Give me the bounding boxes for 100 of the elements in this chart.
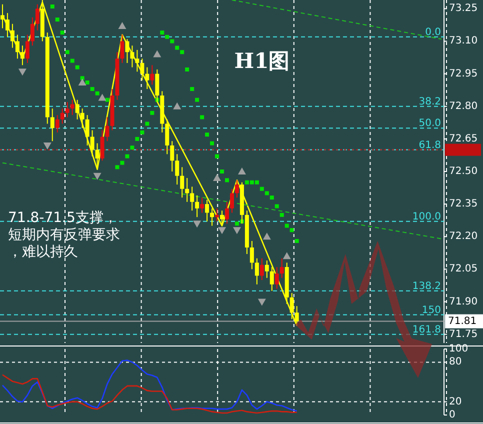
y-tick-label: 0: [449, 410, 456, 420]
annotation: 61.8: [418, 140, 441, 151]
line-series: [2, 360, 298, 412]
y-tick-label: 72.20: [449, 231, 478, 242]
candlestick: [190, 186, 194, 212]
point: [254, 180, 259, 184]
candlestick: [105, 116, 110, 142]
point: [190, 87, 194, 92]
point: [234, 222, 239, 226]
point: [274, 204, 279, 208]
point: [170, 39, 174, 44]
candlestick: [215, 208, 220, 222]
point: [244, 180, 249, 184]
candlestick: [70, 99, 74, 116]
candlestick: [30, 16, 34, 46]
candlestick: [205, 199, 210, 222]
candlestick: [220, 210, 224, 226]
point: [118, 22, 126, 30]
point: [70, 58, 74, 63]
point: [90, 87, 94, 92]
candlestick: [175, 154, 180, 186]
point: [105, 98, 110, 102]
candlestick: [90, 130, 94, 157]
candlestick: [20, 45, 24, 66]
point: [262, 232, 271, 240]
point: [55, 18, 60, 22]
point: [238, 168, 246, 174]
candlestick: [254, 258, 259, 285]
point: [294, 238, 299, 243]
ref-line-label: 71.81: [448, 316, 477, 327]
annotation: 38.2: [418, 96, 441, 108]
candlestick: [264, 260, 269, 278]
candlestick: [140, 58, 144, 81]
point: [140, 130, 144, 134]
annotation: 138.2: [412, 280, 441, 292]
candlestick: [195, 194, 200, 218]
candlestick: [50, 108, 54, 142]
y-tick-label: 72.65: [449, 133, 478, 144]
y-tick-label: 20: [449, 396, 462, 408]
point: [78, 78, 86, 86]
y-tick-label: 80: [449, 356, 462, 368]
candlestick: [65, 102, 70, 118]
candlestick: [270, 266, 274, 292]
point: [270, 196, 274, 200]
annotation: 0.0: [425, 26, 441, 38]
point: [60, 30, 64, 35]
point: [80, 76, 84, 80]
point: [280, 212, 284, 217]
candlestick: [60, 108, 64, 124]
y-tick-label: 72.80: [449, 100, 478, 112]
candlestick: [290, 292, 294, 320]
y-tick-label: 73.10: [449, 36, 478, 47]
candlestick: [250, 240, 254, 270]
candlestick: [150, 64, 154, 86]
candlestick: [274, 266, 279, 290]
y-tick-label: 72.50: [449, 166, 478, 177]
candlestick: [85, 114, 90, 146]
line-series: [2, 374, 298, 414]
candlestick: [130, 45, 134, 68]
candlestick: [55, 114, 60, 133]
candlestick: [25, 34, 30, 64]
point: [153, 50, 162, 58]
point: [135, 136, 140, 141]
candlestick: [145, 66, 150, 90]
point: [200, 115, 204, 120]
candlestick: [135, 49, 140, 72]
candlestick: [180, 166, 184, 198]
candlestick: [165, 118, 170, 155]
point: [130, 146, 134, 150]
point: [210, 141, 214, 146]
point: [205, 132, 210, 137]
candlestick: [10, 23, 14, 48]
y-tick-label: 71.75: [449, 328, 478, 340]
point: [165, 34, 170, 39]
point: [95, 91, 100, 96]
point: [180, 50, 184, 54]
point: [290, 228, 294, 232]
point: [218, 227, 226, 234]
candlestick: [5, 12, 10, 38]
point: [50, 4, 54, 9]
candlestick: [234, 180, 239, 198]
point: [75, 65, 80, 70]
candlestick: [200, 197, 204, 214]
point: [284, 224, 289, 228]
point: [260, 186, 264, 191]
point: [85, 80, 90, 84]
point: [213, 174, 222, 182]
annotation: 150: [422, 304, 441, 316]
text: H1图: [234, 48, 290, 73]
point: [93, 172, 102, 180]
y-tick-label: 72.95: [449, 68, 478, 80]
point: [173, 102, 182, 110]
point: [193, 220, 202, 228]
candlestick: [230, 188, 234, 214]
candlestick: [280, 258, 284, 278]
point: [175, 46, 180, 50]
point: [224, 178, 229, 182]
point: [115, 165, 120, 170]
candlestick: [185, 178, 190, 202]
point: [145, 122, 150, 126]
